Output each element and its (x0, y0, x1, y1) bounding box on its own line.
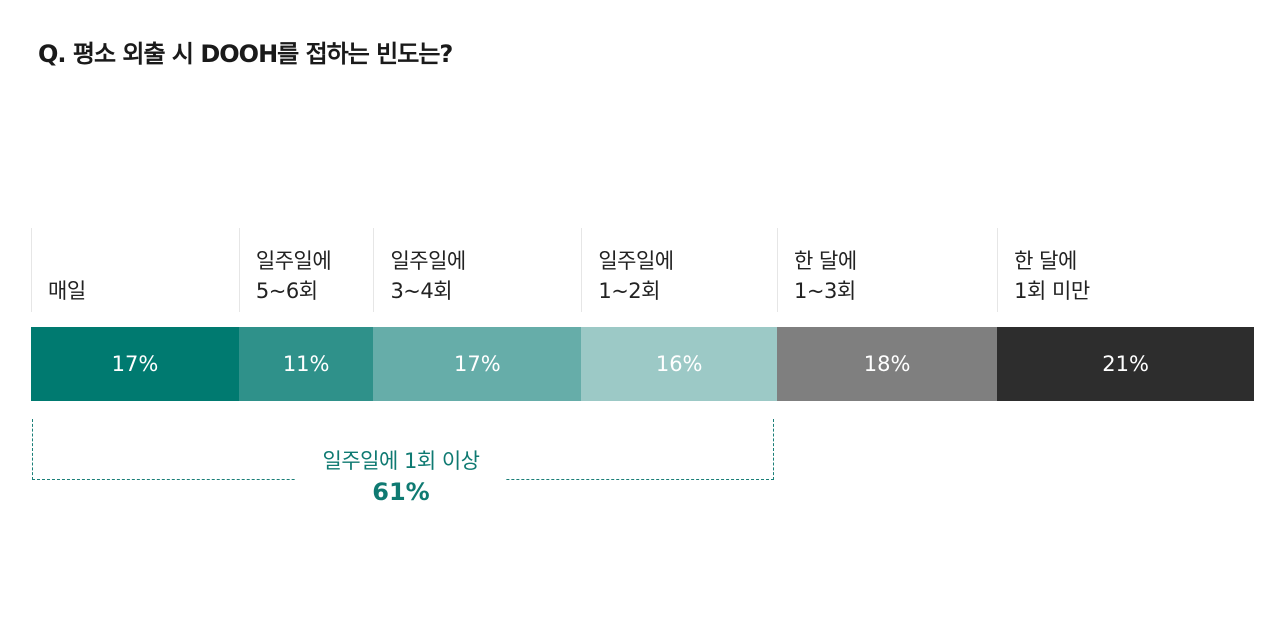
bar-segment: 17% (373, 327, 582, 401)
category-divider (238, 228, 240, 312)
page-title: Q. 평소 외출 시 DOOH를 접하는 빈도는? (38, 40, 453, 68)
category-divider (777, 228, 779, 312)
bar-segment: 11% (238, 327, 374, 401)
category-divider (31, 228, 32, 312)
bar-segment: 21% (997, 327, 1254, 401)
bar-segment: 16% (581, 327, 778, 401)
category-label: 한 달에 1~3회 (794, 249, 857, 303)
summary-label: 일주일에 1회 이상 (322, 449, 480, 473)
summary-value: 61% (372, 478, 430, 506)
bar-segment: 18% (777, 327, 998, 401)
category-label: 매일 (48, 279, 86, 303)
bar-segment: 17% (31, 327, 239, 401)
category-label: 일주일에 1~2회 (598, 249, 674, 303)
summary-annotation: 일주일에 1회 이상 61% (296, 445, 506, 507)
category-label: 한 달에 1회 미만 (1014, 249, 1090, 303)
category-divider (373, 228, 375, 312)
category-label: 일주일에 3~4회 (390, 249, 466, 303)
bracket-gap (296, 470, 506, 490)
category-label: 일주일에 5~6회 (255, 249, 332, 303)
category-divider (997, 228, 999, 312)
category-divider (581, 228, 583, 312)
